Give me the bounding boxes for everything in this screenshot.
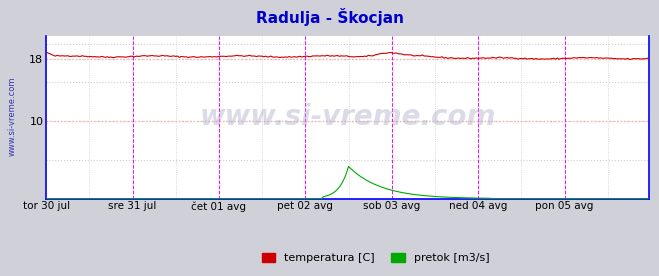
Text: Radulja - Škocjan: Radulja - Škocjan [256, 8, 403, 26]
Text: www.si-vreme.com: www.si-vreme.com [200, 103, 496, 131]
Legend: temperatura [C], pretok [m3/s]: temperatura [C], pretok [m3/s] [258, 248, 494, 268]
Text: www.si-vreme.com: www.si-vreme.com [8, 76, 17, 156]
